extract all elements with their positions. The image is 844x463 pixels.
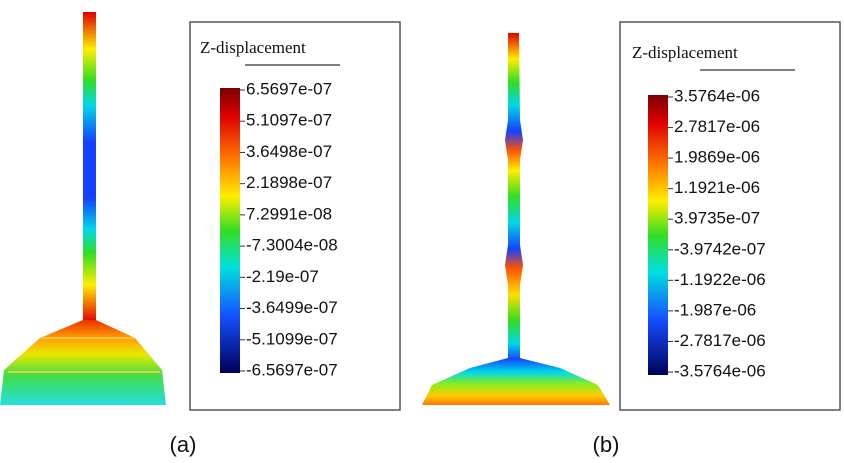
color-label: -3.9742e-07 [674,239,766,258]
legend-title: Z-displacement [632,43,738,62]
color-label: -6.5697e-07 [246,360,338,379]
color-label: 3.5764e-06 [674,86,760,105]
color-label: 1.9869e-06 [674,148,760,167]
color-label: 5.1097e-07 [246,111,332,130]
color-label: -1.1922e-06 [674,270,766,289]
color-label: -3.6499e-07 [246,298,338,317]
color-label: 2.1898e-07 [246,173,332,192]
color-label: 3.9735e-07 [674,209,760,228]
model-b [422,33,610,405]
color-label: -5.1099e-07 [246,329,338,348]
color-label: 7.2991e-08 [246,204,332,223]
figure: Z-displacement 6.5697e-07 5.1097e-07 3.6498… [0,0,844,463]
color-label: -3.5764e-06 [674,361,766,380]
caption: (b) [593,432,620,457]
color-bar [648,95,668,375]
color-label: 6.5697e-07 [246,79,332,98]
color-label: 1.1921e-06 [674,178,760,197]
model-a [0,12,166,405]
color-bar [220,88,240,373]
color-label: 2.7817e-06 [674,117,760,136]
color-label: -1.987e-06 [674,300,756,319]
color-label: 3.6498e-07 [246,142,332,161]
color-label: -7.3004e-08 [246,236,338,255]
color-label: -2.19e-07 [246,267,319,286]
color-label: -2.7817e-06 [674,331,766,350]
legend-title: Z-displacement [200,38,306,57]
caption: (a) [170,432,197,457]
